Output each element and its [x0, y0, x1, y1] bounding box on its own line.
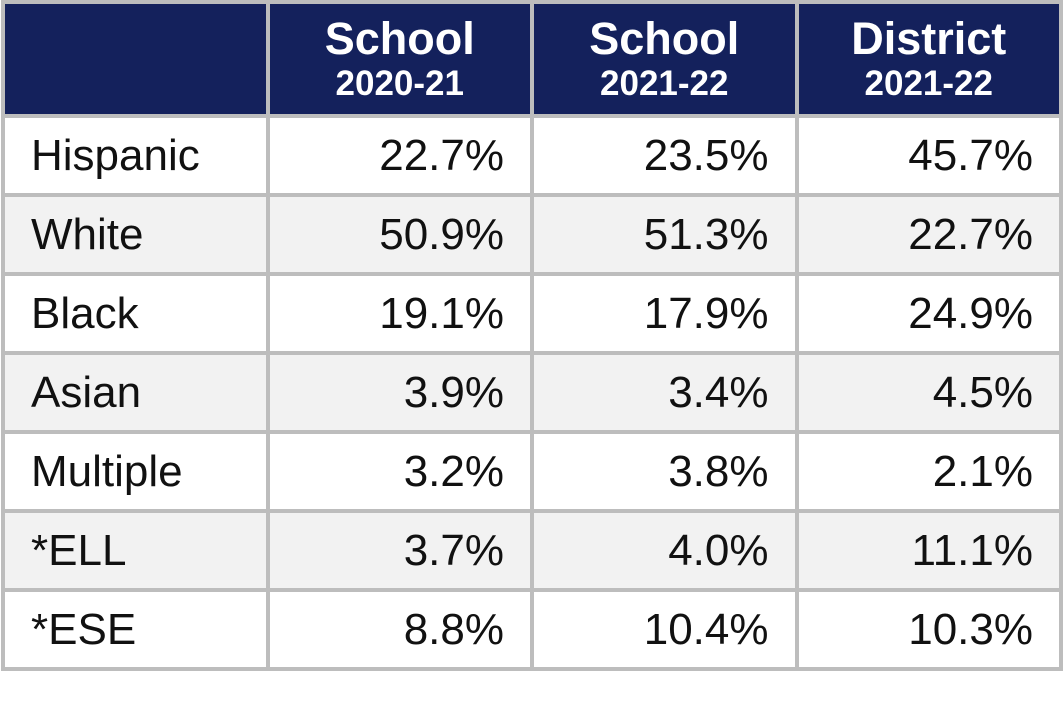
column-year: 2021-22 — [864, 64, 993, 104]
table-row: *ESE 8.8% 10.4% 10.3% — [1, 588, 1063, 671]
row-label: White — [1, 193, 270, 276]
cell-value: 2.1% — [794, 430, 1063, 513]
row-label: *ELL — [1, 509, 270, 592]
row-label: Black — [1, 272, 270, 355]
row-label: Hispanic — [1, 114, 270, 197]
cell-value: 50.9% — [265, 193, 534, 276]
column-header: School 2020-21 — [265, 0, 534, 118]
row-label: Asian — [1, 351, 270, 434]
row-label: Multiple — [1, 430, 270, 513]
table-row: *ELL 3.7% 4.0% 11.1% — [1, 509, 1063, 592]
table-row: Black 19.1% 17.9% 24.9% — [1, 272, 1063, 355]
cell-value: 3.9% — [265, 351, 534, 434]
table-row: White 50.9% 51.3% 22.7% — [1, 193, 1063, 276]
cell-value: 24.9% — [794, 272, 1063, 355]
column-header: District 2021-22 — [794, 0, 1063, 118]
cell-value: 11.1% — [794, 509, 1063, 592]
column-header: School 2021-22 — [530, 0, 799, 118]
header-row: School 2020-21 School 2021-22 District 2021-2… — [1, 0, 1063, 118]
column-name: District — [851, 13, 1007, 64]
cell-value: 22.7% — [794, 193, 1063, 276]
cell-value: 22.7% — [265, 114, 534, 197]
cell-value: 17.9% — [530, 272, 799, 355]
table-row: Hispanic 22.7% 23.5% 45.7% — [1, 114, 1063, 197]
cell-value: 3.7% — [265, 509, 534, 592]
cell-value: 23.5% — [530, 114, 799, 197]
demographics-table: School 2020-21 School 2021-22 District 2021-2… — [1, 0, 1063, 671]
cell-value: 3.4% — [530, 351, 799, 434]
corner-cell — [1, 0, 270, 118]
cell-value: 10.4% — [530, 588, 799, 671]
cell-value: 4.0% — [530, 509, 799, 592]
table-row: Multiple 3.2% 3.8% 2.1% — [1, 430, 1063, 513]
cell-value: 4.5% — [794, 351, 1063, 434]
column-year: 2020-21 — [335, 64, 464, 104]
cell-value: 3.8% — [530, 430, 799, 513]
cell-value: 45.7% — [794, 114, 1063, 197]
column-year: 2021-22 — [600, 64, 729, 104]
row-label: *ESE — [1, 588, 270, 671]
cell-value: 10.3% — [794, 588, 1063, 671]
column-name: School — [589, 13, 740, 64]
cell-value: 3.2% — [265, 430, 534, 513]
table-row: Asian 3.9% 3.4% 4.5% — [1, 351, 1063, 434]
cell-value: 51.3% — [530, 193, 799, 276]
table-body: Hispanic 22.7% 23.5% 45.7% White 50.9% 51.3% 22… — [1, 114, 1063, 671]
cell-value: 8.8% — [265, 588, 534, 671]
cell-value: 19.1% — [265, 272, 534, 355]
column-name: School — [324, 13, 475, 64]
